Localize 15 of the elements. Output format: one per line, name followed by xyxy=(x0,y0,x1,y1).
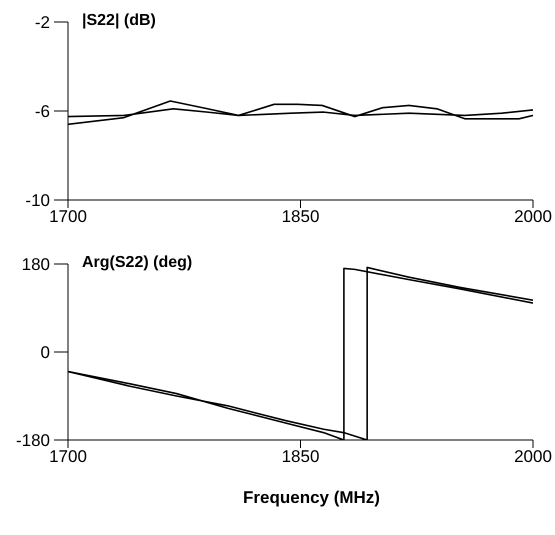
y-tick-label: -180 xyxy=(16,431,50,450)
y-tick-label: 180 xyxy=(22,255,50,274)
x-tick-label: 2000 xyxy=(514,447,552,466)
x-tick-label: 1700 xyxy=(49,207,87,226)
y-tick-label: -2 xyxy=(34,13,50,32)
x-tick-label: 1850 xyxy=(282,447,320,466)
x-axis-title: Frequency (MHz) xyxy=(242,488,381,508)
y-axis-title: |S22| (dB) xyxy=(82,12,156,30)
x-tick-label: 2000 xyxy=(514,207,552,226)
x-tick-label: 1850 xyxy=(282,207,320,226)
y-axis-title: Arg(S22) (deg) xyxy=(82,254,192,272)
y-tick-label: -10 xyxy=(25,191,50,210)
y-tick-label: 0 xyxy=(40,343,50,362)
y-tick-label: -6 xyxy=(34,102,50,122)
x-tick-label: 1700 xyxy=(49,447,87,466)
